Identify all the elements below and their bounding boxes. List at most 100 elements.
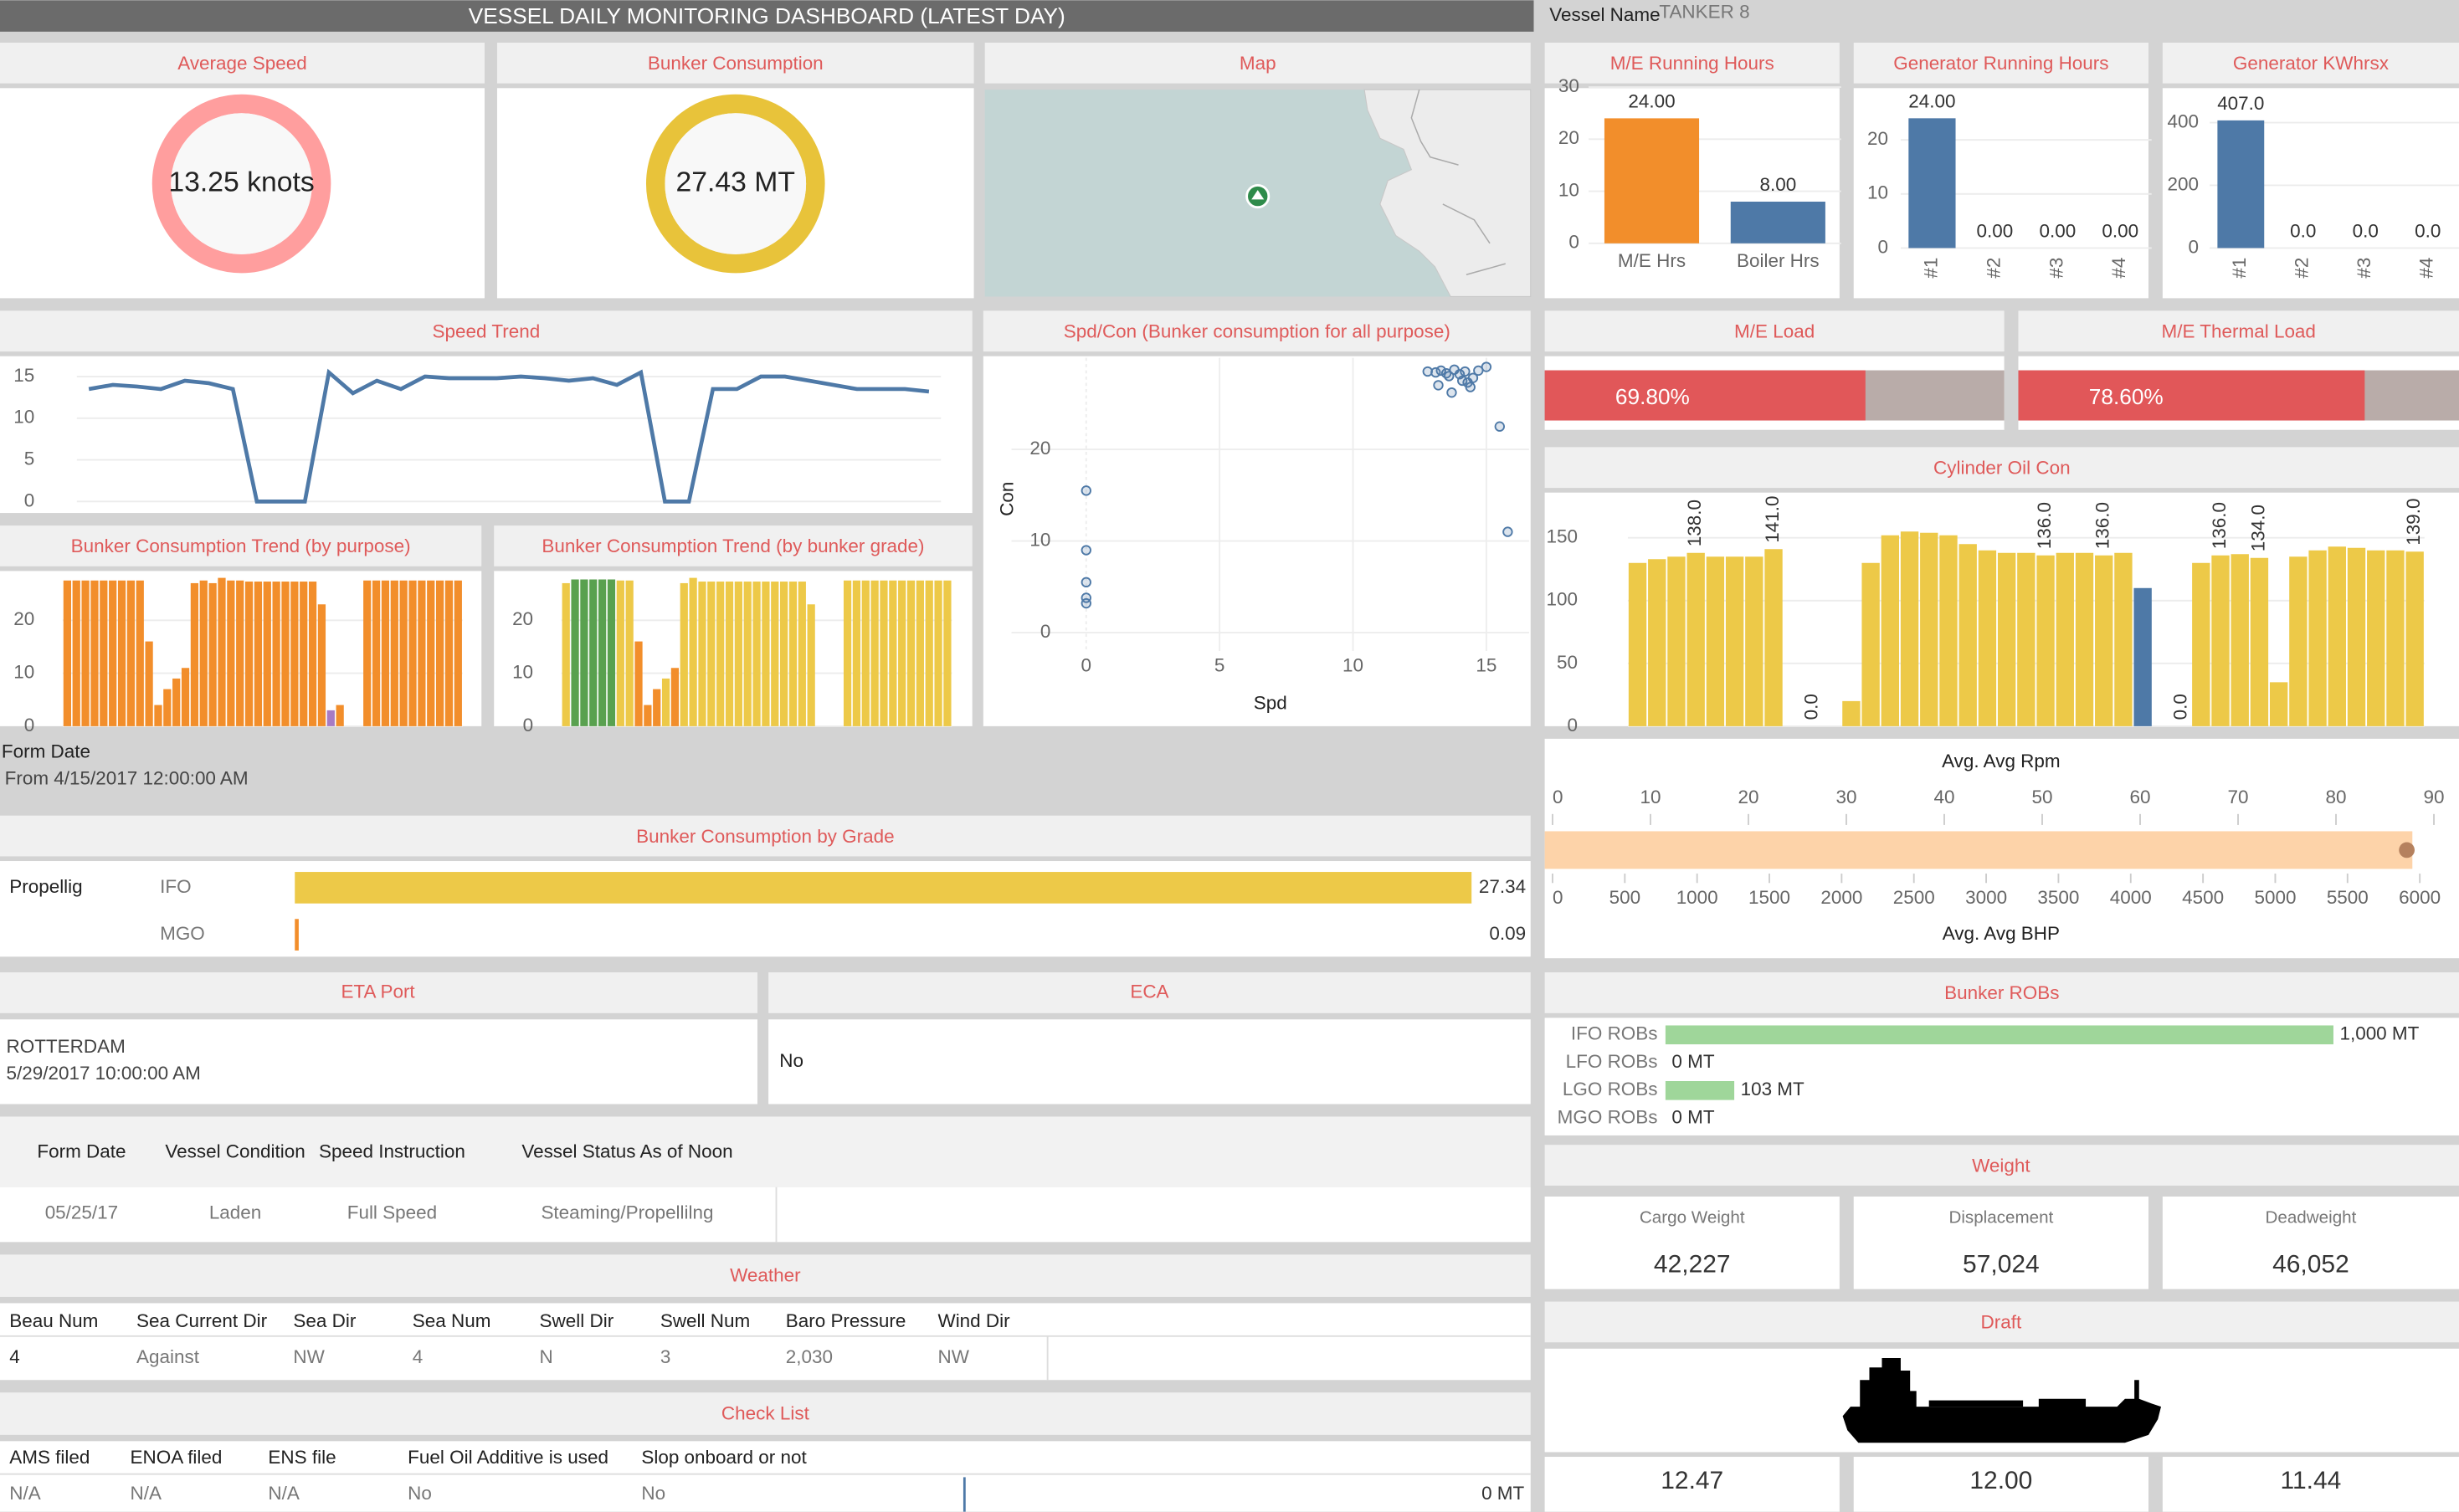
data-label: 0.0 <box>1800 694 1821 720</box>
table-header: Speed Instruction <box>319 1140 465 1161</box>
bar <box>390 580 398 726</box>
bar <box>181 668 190 726</box>
category-label: MGO ROBs <box>1558 1107 1658 1128</box>
panel-title: M/E Thermal Load <box>2162 321 2316 342</box>
bar <box>798 582 806 726</box>
bar <box>906 580 916 726</box>
bar <box>1861 562 1880 726</box>
vessel-name-label: Vessel Name <box>1549 4 1660 25</box>
x-tick-label: 10 <box>1640 787 1661 807</box>
panel-header <box>768 972 1531 1013</box>
bar <box>743 582 752 726</box>
x-tick-label: #3 <box>2046 258 2066 279</box>
bar <box>372 580 381 726</box>
table-cell: N/A <box>268 1483 299 1504</box>
bar <box>562 582 570 726</box>
form-date-value: From 4/15/2017 12:00:00 AM <box>5 768 249 789</box>
bar <box>263 582 271 726</box>
data-label: 1,000 MT <box>2339 1023 2419 1044</box>
bar <box>381 580 390 726</box>
panel-header <box>496 42 974 84</box>
data-label: 407.0 <box>2217 93 2264 114</box>
panel-header <box>0 1254 1531 1297</box>
bar <box>1764 549 1783 726</box>
x-tick-label: 40 <box>1934 787 1955 807</box>
data-label: 0.00 <box>2039 221 2076 242</box>
weight-label: Displacement <box>1948 1208 2053 1228</box>
bar <box>100 580 108 726</box>
table-cell: NW <box>937 1346 969 1367</box>
panel-header <box>983 310 1531 352</box>
panel-header <box>1544 972 2459 1013</box>
table-header: Swell Num <box>660 1310 750 1331</box>
bar <box>843 580 852 726</box>
bar <box>326 710 335 726</box>
bar <box>199 580 208 726</box>
bar <box>295 919 299 951</box>
bar <box>2114 552 2133 726</box>
point <box>1081 545 1091 556</box>
data-label: 136.0 <box>2034 502 2055 549</box>
bar <box>136 580 144 726</box>
data-label: 139.0 <box>2403 499 2424 546</box>
table-cell: Steaming/Propellilng <box>541 1202 713 1223</box>
bar <box>780 582 788 726</box>
y-tick-label: 10 <box>13 662 34 683</box>
bar <box>290 582 299 726</box>
bar <box>1978 550 1997 726</box>
bar <box>190 582 199 726</box>
category-label: LGO ROBs <box>1563 1079 1658 1099</box>
y-tick-label: 0 <box>1877 236 1888 257</box>
bar <box>81 580 90 726</box>
bar <box>625 580 634 726</box>
panel-title: Check List <box>721 1402 810 1423</box>
x-tick-label: 15 <box>1476 655 1496 676</box>
weight-value: 46,052 <box>2272 1250 2349 1278</box>
bar <box>752 582 761 726</box>
bar <box>172 678 181 726</box>
bar <box>2250 557 2269 726</box>
panel-title: Average Speed <box>177 53 306 74</box>
bar <box>725 582 734 726</box>
bar <box>916 580 924 726</box>
bar <box>1939 535 1958 726</box>
bar <box>363 580 372 726</box>
point <box>1457 375 1468 387</box>
table-header: AMS filed <box>9 1447 90 1468</box>
bar <box>1997 552 2016 726</box>
data-label: 24.00 <box>1908 91 1955 112</box>
panel-body <box>0 1303 1531 1381</box>
panel-title: Generator KWhrsx <box>2233 53 2389 74</box>
bar <box>762 582 770 726</box>
data-label: 136.0 <box>2092 502 2113 549</box>
bar <box>1745 556 1763 726</box>
bar <box>707 582 716 726</box>
x-tick-label: 5 <box>1214 655 1225 676</box>
panel-header <box>1544 447 2459 489</box>
bar <box>2075 552 2094 726</box>
table-cell: NW <box>293 1346 325 1367</box>
table-header: Wind Dir <box>937 1310 1010 1331</box>
data-label: 0.0 <box>2290 221 2316 242</box>
table-header: Sea Dir <box>293 1310 356 1331</box>
table-header: Swell Dir <box>540 1310 614 1331</box>
bar <box>272 582 280 726</box>
y-tick-label: 20 <box>1558 127 1579 148</box>
bar <box>2347 547 2366 726</box>
bar <box>444 580 454 726</box>
x2-tick-label: 0 <box>1553 887 1563 908</box>
table-cell: Full Speed <box>347 1202 437 1223</box>
weight-label: Cargo Weight <box>1640 1208 1745 1228</box>
point <box>1446 387 1457 398</box>
bar <box>1842 700 1861 726</box>
bar <box>2036 555 2055 726</box>
donut-label: 13.25 knots <box>168 166 314 197</box>
x2-tick-label: 4500 <box>2182 887 2224 908</box>
panel-body <box>768 1019 1531 1105</box>
bar <box>889 580 897 726</box>
bar <box>236 580 244 726</box>
bar <box>2017 552 2035 726</box>
panel-title: Bunker Consumption Trend (by bunker grad… <box>542 536 924 556</box>
bar <box>571 579 579 726</box>
data-label: 103 MT <box>1741 1079 1804 1099</box>
